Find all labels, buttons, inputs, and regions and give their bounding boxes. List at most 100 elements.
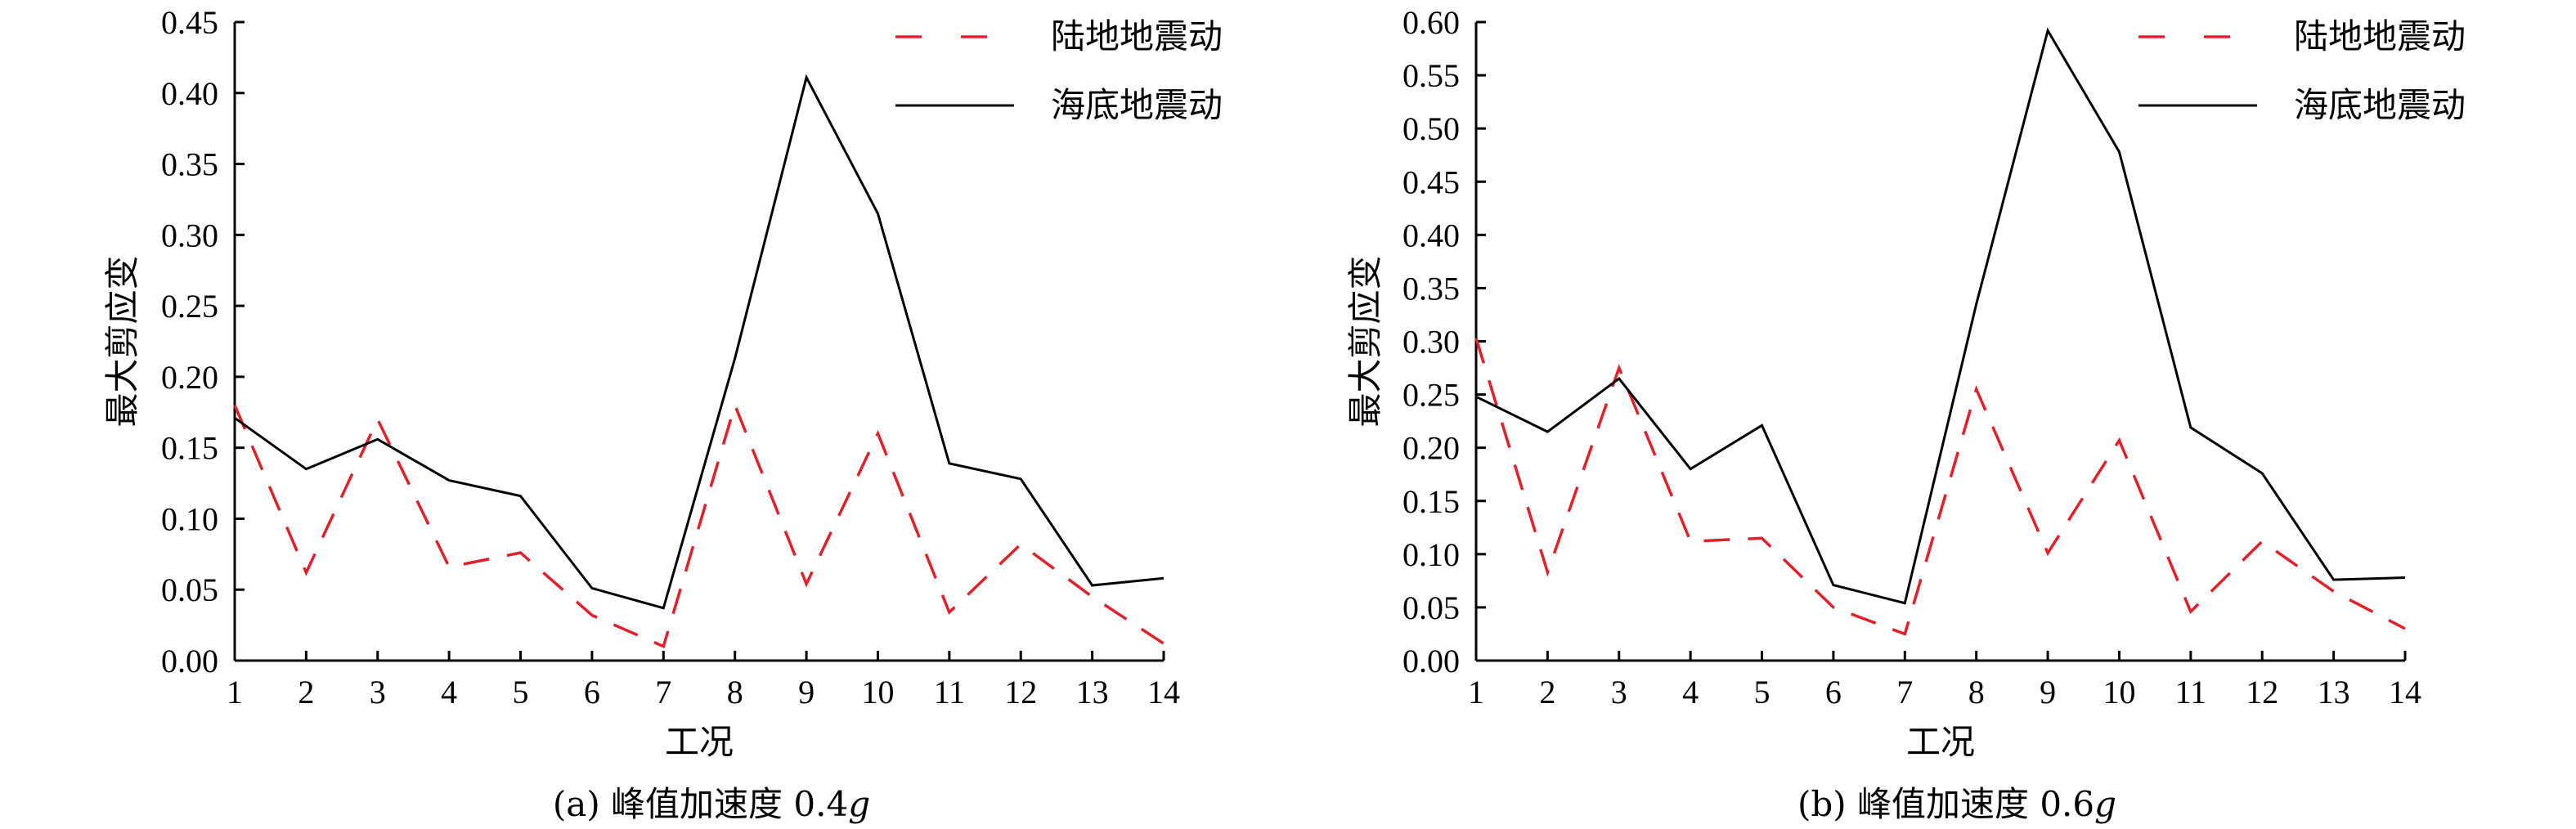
seabed-data-point	[2189, 426, 2192, 429]
seabed-data-point	[2403, 576, 2407, 579]
land-data-point	[1546, 571, 1549, 574]
seabed-data-point	[1091, 584, 1094, 587]
y-tick-label: 0.00	[1402, 643, 1460, 679]
y-tick-label: 0.45	[1402, 164, 1460, 200]
land-data-point	[376, 418, 379, 421]
legend-label-land: 陆地地震动	[2294, 16, 2466, 56]
x-tick-label: 1	[1468, 674, 1484, 710]
seabed-data-point	[2332, 578, 2336, 581]
y-tick-label: 0.15	[161, 430, 218, 467]
x-tick-label: 12	[1004, 674, 1037, 710]
x-tick-label: 5	[1754, 674, 1770, 710]
y-tick-label: 0.35	[161, 146, 218, 183]
land-data-point	[1091, 595, 1094, 598]
land-data-point	[805, 582, 808, 585]
land-data-point	[2260, 540, 2264, 543]
x-axis-title: 工况	[665, 722, 734, 762]
y-tick-label: 0.25	[161, 288, 218, 325]
seabed-data-point	[2117, 150, 2120, 154]
land-data-point	[948, 611, 951, 614]
legend-label-seabed: 海底地震动	[2294, 85, 2466, 125]
x-tick-label: 4	[1682, 674, 1699, 710]
land-data-point	[876, 432, 879, 435]
x-tick-label: 6	[584, 674, 600, 710]
y-tick-label: 0.00	[161, 643, 218, 679]
land-data-point	[519, 551, 523, 554]
y-tick-label: 0.30	[161, 217, 218, 253]
seabed-data-point	[1019, 477, 1022, 481]
land-data-point	[1618, 366, 1621, 370]
land-data-point	[2189, 610, 2192, 613]
seabed-data-point	[1689, 468, 1692, 471]
x-tick-label: 3	[1611, 674, 1627, 710]
x-tick-label: 10	[861, 674, 894, 710]
chart-b-caption-text: (b) 峰值加速度 0.6	[1797, 784, 2095, 824]
land-data-point	[2046, 552, 2049, 555]
seabed-data-point	[1618, 377, 1621, 380]
chart-b-caption: (b) 峰值加速度 0.6g	[1797, 777, 2116, 827]
x-tick-label: 2	[1539, 674, 1555, 710]
seabed-data-point	[376, 437, 379, 441]
series-line-land	[233, 401, 1165, 648]
chart-a-caption: (a) 峰值加速度 0.4g	[553, 777, 870, 827]
seabed-data-point	[233, 416, 236, 419]
y-tick-label: 0.05	[1402, 589, 1460, 626]
chart-a-svg: 0.00 0.05 0.10 0.15 0.20 0.25 0.30 0.35 0.40 0.45…	[102, 4, 1223, 762]
x-tick-label: 8	[1968, 674, 1985, 710]
land-data-point	[1689, 540, 1692, 543]
series-line-seabed	[234, 74, 1165, 610]
y-tick-label: 0.40	[1402, 217, 1460, 253]
x-tick-label: 1	[227, 674, 243, 710]
land-data-point	[1761, 536, 1764, 540]
x-tick-label: 12	[2246, 674, 2278, 710]
chart-b-svg: 0.00 0.05 0.10 0.15 0.20 0.25 0.30 0.35 0.40 0.45…	[1345, 4, 2466, 762]
x-tick-label: 4	[441, 674, 457, 710]
legend-label-seabed: 海底地震动	[1051, 85, 1223, 125]
y-tick-label: 0.20	[161, 359, 218, 396]
land-data-point	[1832, 606, 1835, 609]
seabed-data-point	[1546, 430, 1549, 433]
y-axis-title: 最大剪应变	[1345, 255, 1385, 427]
land-data-point	[1019, 543, 1022, 546]
land-data-point	[304, 571, 307, 574]
seabed-data-point	[2046, 29, 2049, 32]
land-data-point	[590, 613, 594, 616]
x-axis-title: 工况	[1906, 722, 1975, 762]
x-tick-label: 5	[513, 674, 529, 710]
seabed-data-point	[876, 212, 879, 215]
x-tick-label: 10	[2103, 674, 2135, 710]
seabed-data-point	[1975, 302, 1978, 306]
seabed-data-point	[519, 495, 523, 498]
land-data-point	[2117, 439, 2120, 442]
series-line-seabed	[1475, 27, 2406, 605]
x-tick-label: 14	[2389, 674, 2421, 710]
chart-panel-b: 0.00 0.05 0.10 0.15 0.20 0.25 0.30 0.35 0.40 0.45…	[1288, 0, 2576, 829]
seabed-data-point	[805, 76, 808, 79]
x-tick-label: 9	[798, 674, 815, 710]
seabed-data-point	[1903, 602, 1906, 605]
seabed-data-point	[1761, 423, 1764, 427]
land-data-point	[1474, 337, 1478, 340]
x-tick-label: 6	[1825, 674, 1842, 710]
y-tick-label: 0.05	[161, 571, 218, 608]
land-data-point	[1162, 642, 1165, 645]
seabed-data-point	[447, 479, 451, 482]
y-tick-label: 0.40	[161, 75, 218, 112]
y-tick-label: 0.10	[1402, 536, 1460, 573]
land-data-point	[2403, 627, 2407, 630]
x-tick-label: 3	[370, 674, 386, 710]
seabed-data-point	[304, 468, 307, 471]
x-tick-label: 13	[2318, 674, 2350, 710]
x-tick-label: 11	[934, 674, 966, 710]
x-tick-label: 14	[1147, 674, 1180, 710]
y-tick-label: 0.60	[1402, 4, 1460, 41]
y-tick-label: 0.55	[1402, 57, 1460, 94]
y-tick-label: 0.20	[1402, 430, 1460, 467]
seabed-data-point	[2260, 472, 2264, 475]
seabed-data-point	[1474, 395, 1478, 398]
land-data-point	[734, 404, 737, 407]
seabed-data-point	[734, 356, 737, 360]
chart-a-caption-g: g	[848, 784, 871, 824]
chart-a-caption-text: (a) 峰值加速度 0.4	[552, 784, 849, 824]
x-tick-label: 7	[655, 674, 671, 710]
